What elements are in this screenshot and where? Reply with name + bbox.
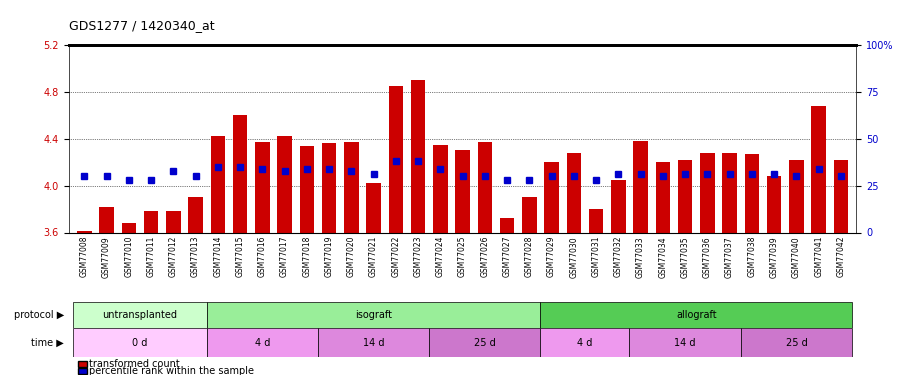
Text: GSM77013: GSM77013 <box>191 236 200 278</box>
Bar <box>99 207 114 232</box>
Text: GSM77030: GSM77030 <box>570 236 578 278</box>
Text: GSM77014: GSM77014 <box>213 236 223 278</box>
Bar <box>207 328 318 357</box>
Bar <box>629 328 741 357</box>
Bar <box>656 162 671 232</box>
Text: GSM77012: GSM77012 <box>169 236 178 277</box>
Text: 14 d: 14 d <box>674 338 696 348</box>
Text: GSM77034: GSM77034 <box>659 236 668 278</box>
Text: GSM77016: GSM77016 <box>257 236 267 278</box>
Text: 14 d: 14 d <box>363 338 385 348</box>
Text: GSM77009: GSM77009 <box>102 236 111 278</box>
Text: GSM77010: GSM77010 <box>125 236 134 278</box>
Text: GSM77042: GSM77042 <box>836 236 845 278</box>
Text: GDS1277 / 1420340_at: GDS1277 / 1420340_at <box>69 19 214 32</box>
Bar <box>77 231 92 232</box>
Bar <box>790 160 803 232</box>
Text: GSM77029: GSM77029 <box>547 236 556 278</box>
Text: transformed count: transformed count <box>89 359 180 369</box>
Bar <box>678 160 692 232</box>
Bar <box>745 154 759 232</box>
Bar <box>589 209 604 232</box>
Text: GSM77031: GSM77031 <box>592 236 601 278</box>
Bar <box>388 86 403 232</box>
Bar <box>318 328 430 357</box>
Bar <box>567 153 581 232</box>
Bar <box>300 146 314 232</box>
Bar <box>433 145 448 232</box>
Text: GSM77040: GSM77040 <box>791 236 801 278</box>
Text: GSM77020: GSM77020 <box>347 236 355 278</box>
Text: GSM77022: GSM77022 <box>391 236 400 277</box>
Text: GSM77021: GSM77021 <box>369 236 378 277</box>
Bar <box>207 302 540 328</box>
Bar <box>366 183 381 232</box>
Text: GSM77024: GSM77024 <box>436 236 445 278</box>
Text: GSM77023: GSM77023 <box>413 236 422 278</box>
Bar <box>211 136 225 232</box>
Text: GSM77033: GSM77033 <box>636 236 645 278</box>
Text: protocol ▶: protocol ▶ <box>14 310 64 320</box>
Bar <box>144 211 158 232</box>
Bar <box>122 223 136 232</box>
Bar <box>741 328 852 357</box>
Text: GSM77032: GSM77032 <box>614 236 623 278</box>
Bar <box>73 328 207 357</box>
Bar <box>455 150 470 232</box>
Text: GSM77017: GSM77017 <box>280 236 289 278</box>
Bar <box>544 162 559 232</box>
Text: GSM77036: GSM77036 <box>703 236 712 278</box>
Text: percentile rank within the sample: percentile rank within the sample <box>89 366 254 375</box>
Text: GSM77008: GSM77008 <box>80 236 89 278</box>
Text: 0 d: 0 d <box>132 338 147 348</box>
Bar <box>278 136 292 232</box>
Text: GSM77035: GSM77035 <box>681 236 690 278</box>
Text: 4 d: 4 d <box>577 338 593 348</box>
Text: GSM77019: GSM77019 <box>324 236 333 278</box>
Bar <box>344 142 358 232</box>
Text: GSM77026: GSM77026 <box>480 236 489 278</box>
Bar <box>411 80 425 232</box>
Bar <box>723 153 736 232</box>
Bar <box>522 197 537 232</box>
Bar <box>500 218 514 232</box>
Bar <box>189 197 202 232</box>
Bar <box>540 328 629 357</box>
Text: GSM77028: GSM77028 <box>525 236 534 277</box>
Text: 4 d: 4 d <box>255 338 270 348</box>
Text: GSM77037: GSM77037 <box>725 236 734 278</box>
Text: GSM77025: GSM77025 <box>458 236 467 278</box>
Text: GSM77015: GSM77015 <box>235 236 245 278</box>
Text: GSM77027: GSM77027 <box>503 236 512 278</box>
Bar <box>166 211 180 232</box>
Bar <box>633 141 648 232</box>
Text: time ▶: time ▶ <box>31 338 64 348</box>
Text: GSM77011: GSM77011 <box>147 236 156 277</box>
Text: GSM77041: GSM77041 <box>814 236 823 278</box>
Text: GSM77039: GSM77039 <box>769 236 779 278</box>
Bar <box>812 106 826 232</box>
Bar <box>834 160 848 232</box>
Text: untransplanted: untransplanted <box>103 310 178 320</box>
Bar <box>73 302 207 328</box>
Text: GSM77038: GSM77038 <box>747 236 757 278</box>
Text: 25 d: 25 d <box>474 338 496 348</box>
Bar <box>611 180 626 232</box>
Text: 25 d: 25 d <box>786 338 807 348</box>
Bar <box>430 328 540 357</box>
Bar <box>700 153 714 232</box>
Bar <box>255 142 269 232</box>
Text: isograft: isograft <box>355 310 392 320</box>
Bar <box>477 142 492 232</box>
Bar <box>540 302 852 328</box>
Bar <box>322 143 336 232</box>
Bar <box>233 116 247 232</box>
Bar <box>767 176 781 232</box>
Text: allograft: allograft <box>676 310 716 320</box>
Text: GSM77018: GSM77018 <box>302 236 311 277</box>
